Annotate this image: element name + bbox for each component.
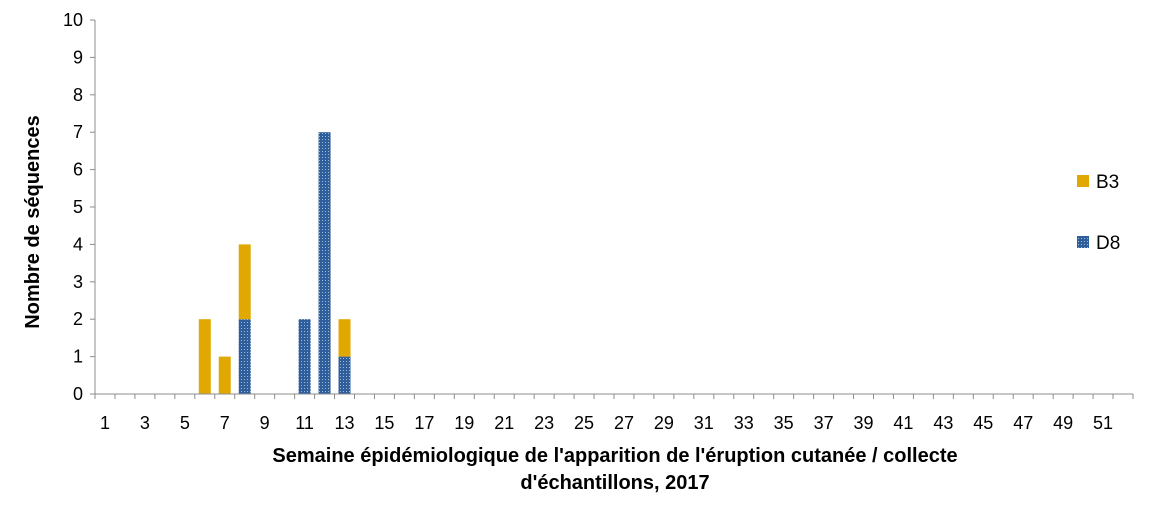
x-axis-title-line-2: d'échantillons, 2017 (520, 472, 709, 494)
y-tick-label: 8 (73, 85, 83, 105)
y-tick-label: 10 (63, 10, 83, 30)
y-tick-label: 6 (73, 160, 83, 180)
legend-label-b3: B3 (1096, 172, 1119, 193)
bar-d8-week-12 (318, 132, 331, 394)
y-tick-label: 7 (73, 122, 83, 142)
y-tick-label: 5 (73, 197, 83, 217)
bar-d8-week-11 (298, 319, 311, 394)
x-tick-label: 23 (534, 413, 554, 433)
y-tick-label: 2 (73, 309, 83, 329)
x-tick-label: 7 (220, 413, 230, 433)
legend-label-d8: D8 (1096, 233, 1120, 254)
y-tick-label: 4 (73, 234, 83, 254)
x-tick-label: 37 (814, 413, 834, 433)
x-tick-label: 13 (335, 413, 355, 433)
x-tick-label: 15 (374, 413, 394, 433)
x-tick-label: 49 (1053, 413, 1073, 433)
x-axis-title-line-1: Semaine épidémiologique de l'apparition … (272, 445, 957, 467)
bar-b3-week-13 (338, 319, 351, 357)
x-tick-label: 43 (933, 413, 953, 433)
x-tick-label: 3 (140, 413, 150, 433)
x-tick-label: 45 (973, 413, 993, 433)
x-tick-label: 47 (1013, 413, 1033, 433)
x-tick-label: 31 (694, 413, 714, 433)
x-tick-label: 27 (614, 413, 634, 433)
x-tick-label: 19 (454, 413, 474, 433)
y-tick-label: 3 (73, 272, 83, 292)
x-tick-label: 35 (774, 413, 794, 433)
x-tick-label: 17 (414, 413, 434, 433)
y-axis-title: Nombre de séquences (22, 115, 44, 328)
x-tick-label: 9 (260, 413, 270, 433)
y-tick-label: 9 (73, 47, 83, 67)
x-tick-label: 39 (854, 413, 874, 433)
x-tick-label: 21 (494, 413, 514, 433)
x-tick-label: 33 (734, 413, 754, 433)
x-tick-label: 51 (1093, 413, 1113, 433)
x-tick-label: 41 (893, 413, 913, 433)
legend-swatch-d8 (1077, 236, 1089, 248)
x-tick-label: 1 (100, 413, 110, 433)
y-tick-label: 0 (73, 384, 83, 404)
bar-b3-week-8 (238, 244, 251, 320)
bar-d8-week-8 (238, 319, 251, 394)
x-tick-label: 29 (654, 413, 674, 433)
bar-b3-week-6 (198, 319, 211, 394)
bar-b3-week-7 (218, 356, 231, 394)
y-tick-label: 1 (73, 347, 83, 367)
legend-swatch-b3 (1077, 175, 1089, 187)
bar-d8-week-13 (338, 356, 351, 394)
x-tick-label: 5 (180, 413, 190, 433)
x-tick-label: 11 (295, 413, 314, 433)
x-tick-label: 25 (574, 413, 594, 433)
